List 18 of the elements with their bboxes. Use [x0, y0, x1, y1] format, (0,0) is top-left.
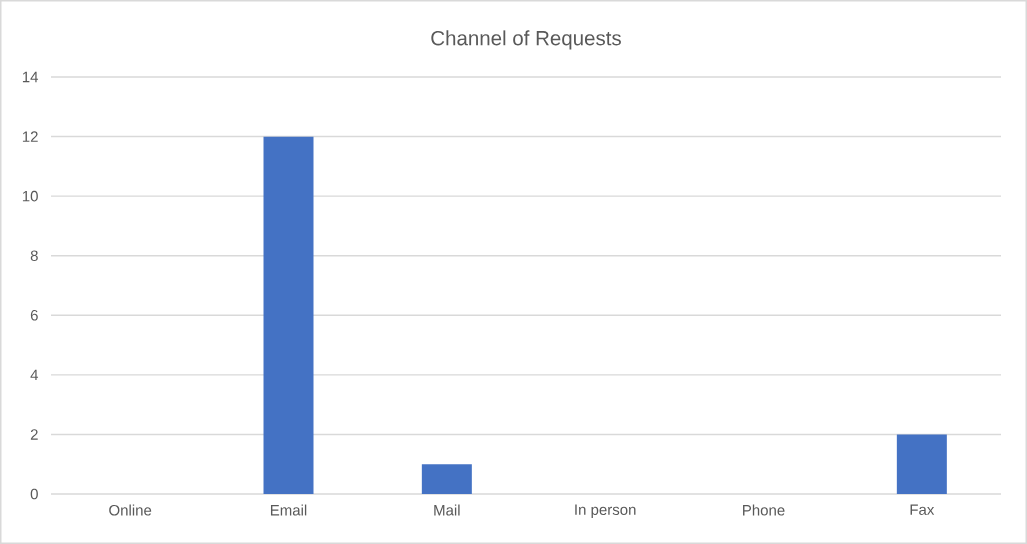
bar — [263, 136, 314, 494]
bar — [421, 464, 472, 494]
y-tick-label: 10 — [22, 190, 38, 202]
x-tick-label: Email — [270, 504, 307, 516]
x-tick-label: Online — [109, 504, 152, 516]
y-tick-label: 4 — [30, 369, 39, 381]
y-tick-label: 0 — [30, 488, 38, 500]
y-tick-label: 8 — [30, 250, 38, 262]
x-tick-label: Phone — [743, 504, 785, 516]
bar — [896, 434, 947, 494]
x-tick-label: Fax — [910, 504, 935, 515]
x-tick-label: In person — [575, 504, 636, 518]
y-tick-label: 12 — [22, 131, 38, 142]
chart-title: Channel of Requests — [431, 30, 621, 50]
y-tick-label: 6 — [30, 309, 38, 321]
y-tick-label: 2 — [30, 429, 38, 440]
x-tick-label: Mail — [434, 504, 460, 516]
y-tick-label: 14 — [22, 71, 39, 83]
